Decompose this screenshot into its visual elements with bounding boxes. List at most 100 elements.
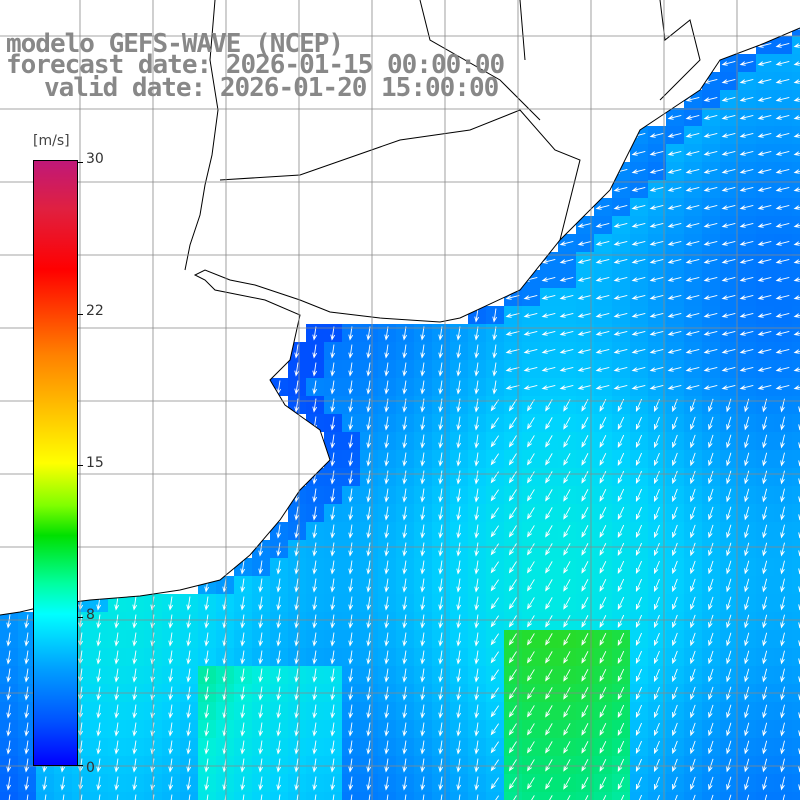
wind-arrow [505,330,520,336]
wind-arrow [762,416,768,431]
wind-arrow [762,524,768,539]
wind-arrow [204,776,210,791]
wind-arrow [563,597,571,610]
wind-arrow [6,722,12,737]
wind-arrow [721,240,736,246]
wind-arrow [721,114,736,120]
wind-arrow [793,151,800,156]
wind-arrow [348,362,354,377]
wind-arrow [780,560,785,575]
wind-arrow [635,506,643,521]
wind-arrow [134,794,137,800]
wind-arrow [42,776,48,791]
wind-arrow [780,506,785,521]
wind-arrow [508,525,517,538]
wind-arrow [762,668,768,683]
wind-arrow [780,614,785,629]
wind-arrow [294,560,300,575]
wind-arrow [577,294,592,300]
wind-arrow [513,795,517,800]
wind-arrow [595,366,610,372]
wind-arrow [294,596,300,611]
wind-arrow [438,578,444,593]
wind-arrow [690,776,696,791]
wind-arrow [649,204,664,210]
wind-arrow [474,776,480,791]
wind-arrow [474,758,480,773]
wind-arrow [599,542,607,556]
wind-arrow [563,435,571,448]
wind-arrow [276,524,282,539]
wind-arrow [474,704,480,719]
wind-arrow [294,524,300,539]
wind-arrow [635,740,643,755]
wind-arrow [577,276,592,282]
wind-arrow [690,722,696,737]
wind-arrow [708,668,714,683]
wind-arrow [527,597,535,610]
wind-arrow [114,596,120,611]
wind-speed-cell [414,792,432,800]
wind-arrow [613,348,628,354]
wind-arrow [438,776,444,791]
wind-arrow [654,704,660,719]
wind-arrow [595,222,610,228]
wind-arrow [654,632,660,647]
wind-arrow [559,330,574,336]
wind-arrow [505,312,520,318]
wind-arrow [793,241,800,246]
wind-arrow [728,794,732,800]
wind-arrow [775,150,790,156]
wind-arrow [617,542,625,556]
wind-arrow [505,294,520,300]
wind-arrow [635,470,643,485]
wind-speed-cell [792,648,800,666]
wind-arrow [420,344,426,359]
wind-arrow [24,704,30,719]
wind-speed-cell [252,792,270,800]
wind-arrow [474,470,480,485]
wind-arrow [456,578,462,593]
wind-arrow [726,722,732,737]
wind-arrow [348,668,354,683]
wind-arrow [654,560,660,575]
wind-arrow [258,704,264,719]
wind-arrow [527,651,535,664]
wind-arrow [762,542,768,557]
wind-arrow [599,416,607,430]
wind-arrow [672,542,678,557]
wind-arrow [294,668,300,683]
wind-speed-cell [792,126,800,144]
wind-arrow [527,633,535,646]
wind-arrow [721,366,736,372]
wind-arrow [595,384,610,390]
wind-arrow [654,506,660,521]
wind-arrow [490,579,500,592]
wind-arrow [170,794,173,800]
wind-arrow [793,43,800,48]
wind-arrow [617,578,625,592]
wind-arrow [721,168,736,174]
wind-arrow [330,488,336,503]
wind-arrow [757,312,772,318]
wind-arrow [366,578,372,593]
wind-arrow [559,348,574,354]
wind-arrow [350,794,353,800]
wind-arrow [690,434,696,449]
wind-arrow [739,114,754,120]
wind-arrow [635,704,643,719]
wind-arrow [631,312,646,318]
wind-arrow [635,434,643,449]
wind-arrow [438,380,444,395]
wind-arrow [348,326,354,341]
wind-speed-cell [792,504,800,522]
wind-arrow [595,294,610,300]
wind-arrow [739,366,754,372]
wind-arrow [276,740,282,755]
wind-arrow [545,633,553,646]
wind-arrow [545,471,553,484]
wind-arrow [132,614,138,629]
wind-arrow [523,366,538,372]
wind-arrow [204,632,210,647]
wind-arrow [276,632,282,647]
